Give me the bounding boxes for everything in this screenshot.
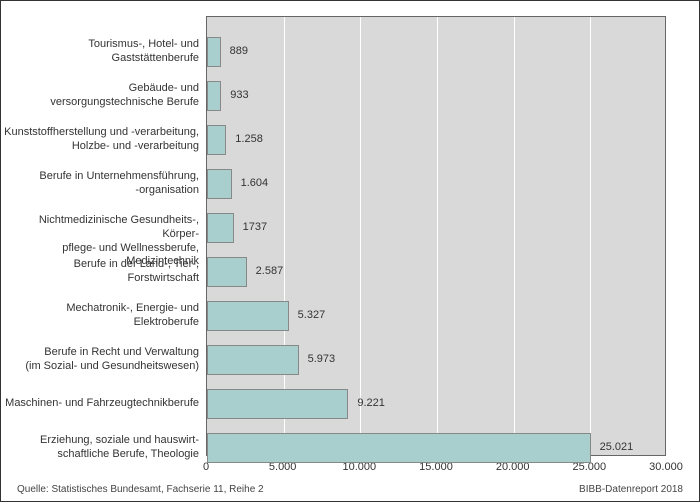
bar (207, 213, 234, 243)
chart-container: Quelle: Statistisches Bundesamt, Fachser… (0, 0, 700, 502)
bar (207, 301, 289, 331)
gridline (360, 17, 361, 455)
gridline (437, 17, 438, 455)
category-label: Mechatronik-, Energie- undElektroberufe (4, 302, 199, 330)
x-tick-label: 30.000 (649, 461, 683, 473)
bar-value-label: 1737 (243, 221, 267, 233)
category-label: Maschinen- und Fahrzeugtechnikberufe (4, 397, 199, 411)
category-label: Kunststoffherstellung und -verarbeitung,… (4, 126, 199, 154)
bar (207, 257, 247, 287)
bar (207, 169, 232, 199)
bar-value-label: 5.973 (308, 353, 336, 365)
category-label: Tourismus-, Hotel- undGaststättenberufe (4, 38, 199, 66)
bar-value-label: 9.221 (357, 397, 385, 409)
bar-value-label: 1.258 (235, 133, 263, 145)
source-note: Quelle: Statistisches Bundesamt, Fachser… (17, 484, 264, 495)
category-label: Berufe in Unternehmensführung,-organisat… (4, 170, 199, 198)
bar-value-label: 1.604 (241, 177, 269, 189)
bar-value-label: 5.327 (298, 309, 326, 321)
gridline (590, 17, 591, 455)
bar (207, 345, 299, 375)
bar (207, 433, 591, 463)
report-note: BIBB-Datenreport 2018 (579, 484, 683, 495)
bar-value-label: 25.021 (600, 441, 634, 453)
bar (207, 37, 221, 67)
bar-value-label: 889 (230, 45, 248, 57)
category-label: Erziehung, soziale und hauswirt-schaftli… (4, 434, 199, 462)
bar (207, 389, 348, 419)
category-label: Gebäude- undversorgungstechnische Berufe (4, 82, 199, 110)
bar-value-label: 933 (230, 89, 248, 101)
bar (207, 125, 226, 155)
bar-value-label: 2.587 (256, 265, 284, 277)
gridline (514, 17, 515, 455)
category-label: Berufe in Recht und Verwaltung(im Sozial… (4, 346, 199, 374)
category-label: Berufe in der Land-, Tier-,Forstwirtscha… (4, 258, 199, 286)
bar (207, 81, 221, 111)
